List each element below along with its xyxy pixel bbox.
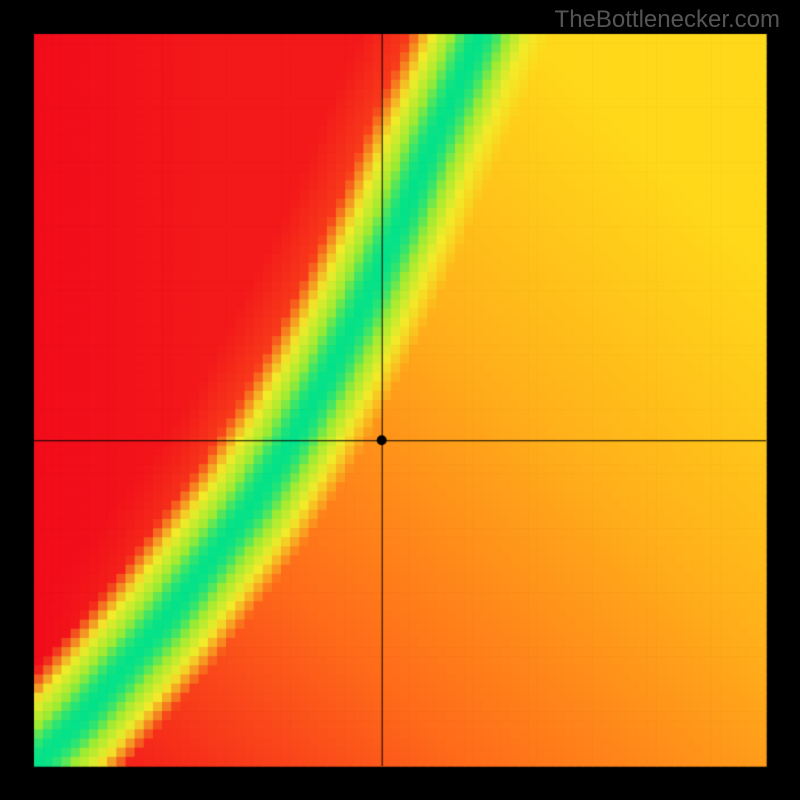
- watermark-text: TheBottlenecker.com: [555, 6, 780, 34]
- heatmap-canvas: [0, 0, 800, 800]
